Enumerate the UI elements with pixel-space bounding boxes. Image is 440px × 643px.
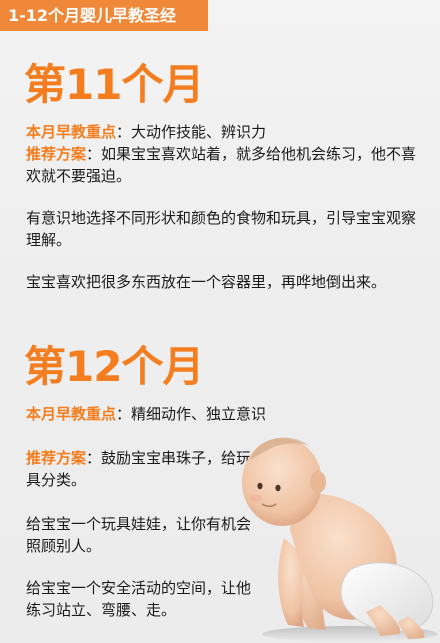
month-12-focus: 本月早教重点：精细动作、独立意识	[26, 403, 418, 425]
header-title: 1-12个月婴儿早教圣经	[8, 6, 177, 25]
month-11-focus: 本月早教重点：大动作技能、辨识力	[26, 121, 418, 143]
month-12-title: 第12个月	[24, 342, 204, 391]
month-12-tip-2: 给宝宝一个安全活动的空间，让他练习站立、弯腰、走。	[26, 579, 252, 619]
month-11-title: 第11个月	[24, 60, 204, 109]
plan-text: ：鼓励宝宝串珠子，给玩具分类。	[26, 449, 252, 489]
month-12-plan: 推荐方案：鼓励宝宝串珠子，给玩具分类。	[26, 447, 256, 491]
focus-key: 本月早教重点	[26, 123, 117, 141]
focus-text: ：精细动作、独立意识	[116, 405, 267, 423]
crawling-baby-image	[242, 437, 438, 642]
focus-key: 本月早教重点	[26, 405, 117, 423]
month-11-tip-2: 宝宝喜欢把很多东西放在一个容器里，再哗地倒出来。	[26, 273, 387, 291]
month-12-tip-1: 给宝宝一个玩具娃娃，让你有机会照顾别人。	[26, 515, 252, 555]
plan-text: ：如果宝宝喜欢站着，就多给他机会练习，他不喜欢就不要强迫。	[26, 145, 417, 185]
month-11-tip-1: 有意识地选择不同形状和颜色的食物和玩具，引导宝宝观察理解。	[26, 209, 417, 249]
plan-key: 推荐方案	[26, 145, 87, 163]
focus-text: ：大动作技能、辨识力	[116, 123, 267, 141]
month-11-plan: 推荐方案：如果宝宝喜欢站着，就多给他机会练习，他不喜欢就不要强迫。	[26, 143, 418, 187]
header-banner: 1-12个月婴儿早教圣经	[0, 0, 208, 31]
plan-key: 推荐方案	[26, 449, 87, 467]
